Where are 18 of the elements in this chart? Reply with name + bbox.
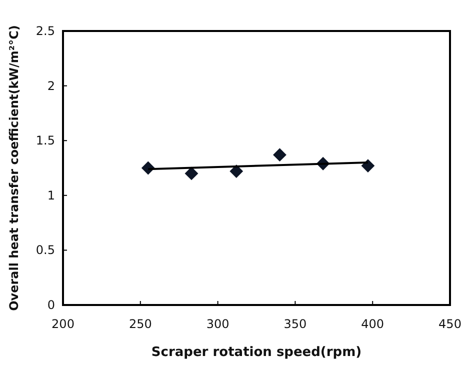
x-tick-label: 400: [361, 317, 384, 331]
x-tick-label: 200: [52, 317, 74, 331]
y-tick-label: 1.5: [36, 134, 55, 148]
y-axis-title: Overall heat transfer coefficient(kW/m²°C): [7, 25, 21, 311]
y-tick-label: 1: [47, 188, 55, 202]
x-tick-label: 250: [128, 317, 152, 331]
y-tick-label: 0.5: [36, 243, 55, 258]
y-tick-label: 0: [47, 298, 55, 312]
y-tick-label: 2: [47, 78, 55, 93]
x-tick-label: 300: [206, 317, 230, 331]
point: [361, 159, 374, 172]
point: [273, 148, 286, 162]
y-tick-label: 2.5: [36, 24, 55, 38]
x-tick-label: 350: [284, 317, 307, 331]
point: [230, 164, 243, 178]
point: [184, 166, 198, 180]
x-tick-label: 450: [438, 317, 462, 331]
x-axis-title: Scraper rotation speed(rpm): [151, 345, 362, 360]
